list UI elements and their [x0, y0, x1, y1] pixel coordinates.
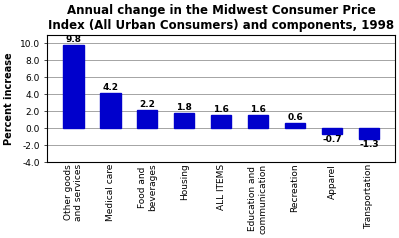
Text: -1.3: -1.3	[359, 140, 379, 149]
Y-axis label: Percent increase: Percent increase	[4, 52, 14, 145]
Text: 9.8: 9.8	[65, 35, 81, 44]
Bar	[285, 123, 305, 128]
Text: 1.6: 1.6	[213, 105, 229, 114]
Bar	[63, 45, 83, 128]
Bar	[359, 128, 379, 139]
Text: -0.7: -0.7	[322, 135, 342, 144]
Text: 0.6: 0.6	[287, 113, 303, 122]
Text: 1.6: 1.6	[250, 105, 266, 114]
Bar	[211, 115, 231, 128]
Bar	[248, 115, 268, 128]
Title: Annual change in the Midwest Consumer Price
Index (All Urban Consumers) and comp: Annual change in the Midwest Consumer Pr…	[48, 4, 394, 32]
Text: 2.2: 2.2	[139, 99, 155, 109]
Bar	[137, 109, 158, 128]
Bar	[174, 113, 194, 128]
Bar	[322, 128, 342, 134]
Text: 4.2: 4.2	[103, 83, 119, 92]
Text: 1.8: 1.8	[176, 103, 192, 112]
Bar	[100, 93, 120, 128]
